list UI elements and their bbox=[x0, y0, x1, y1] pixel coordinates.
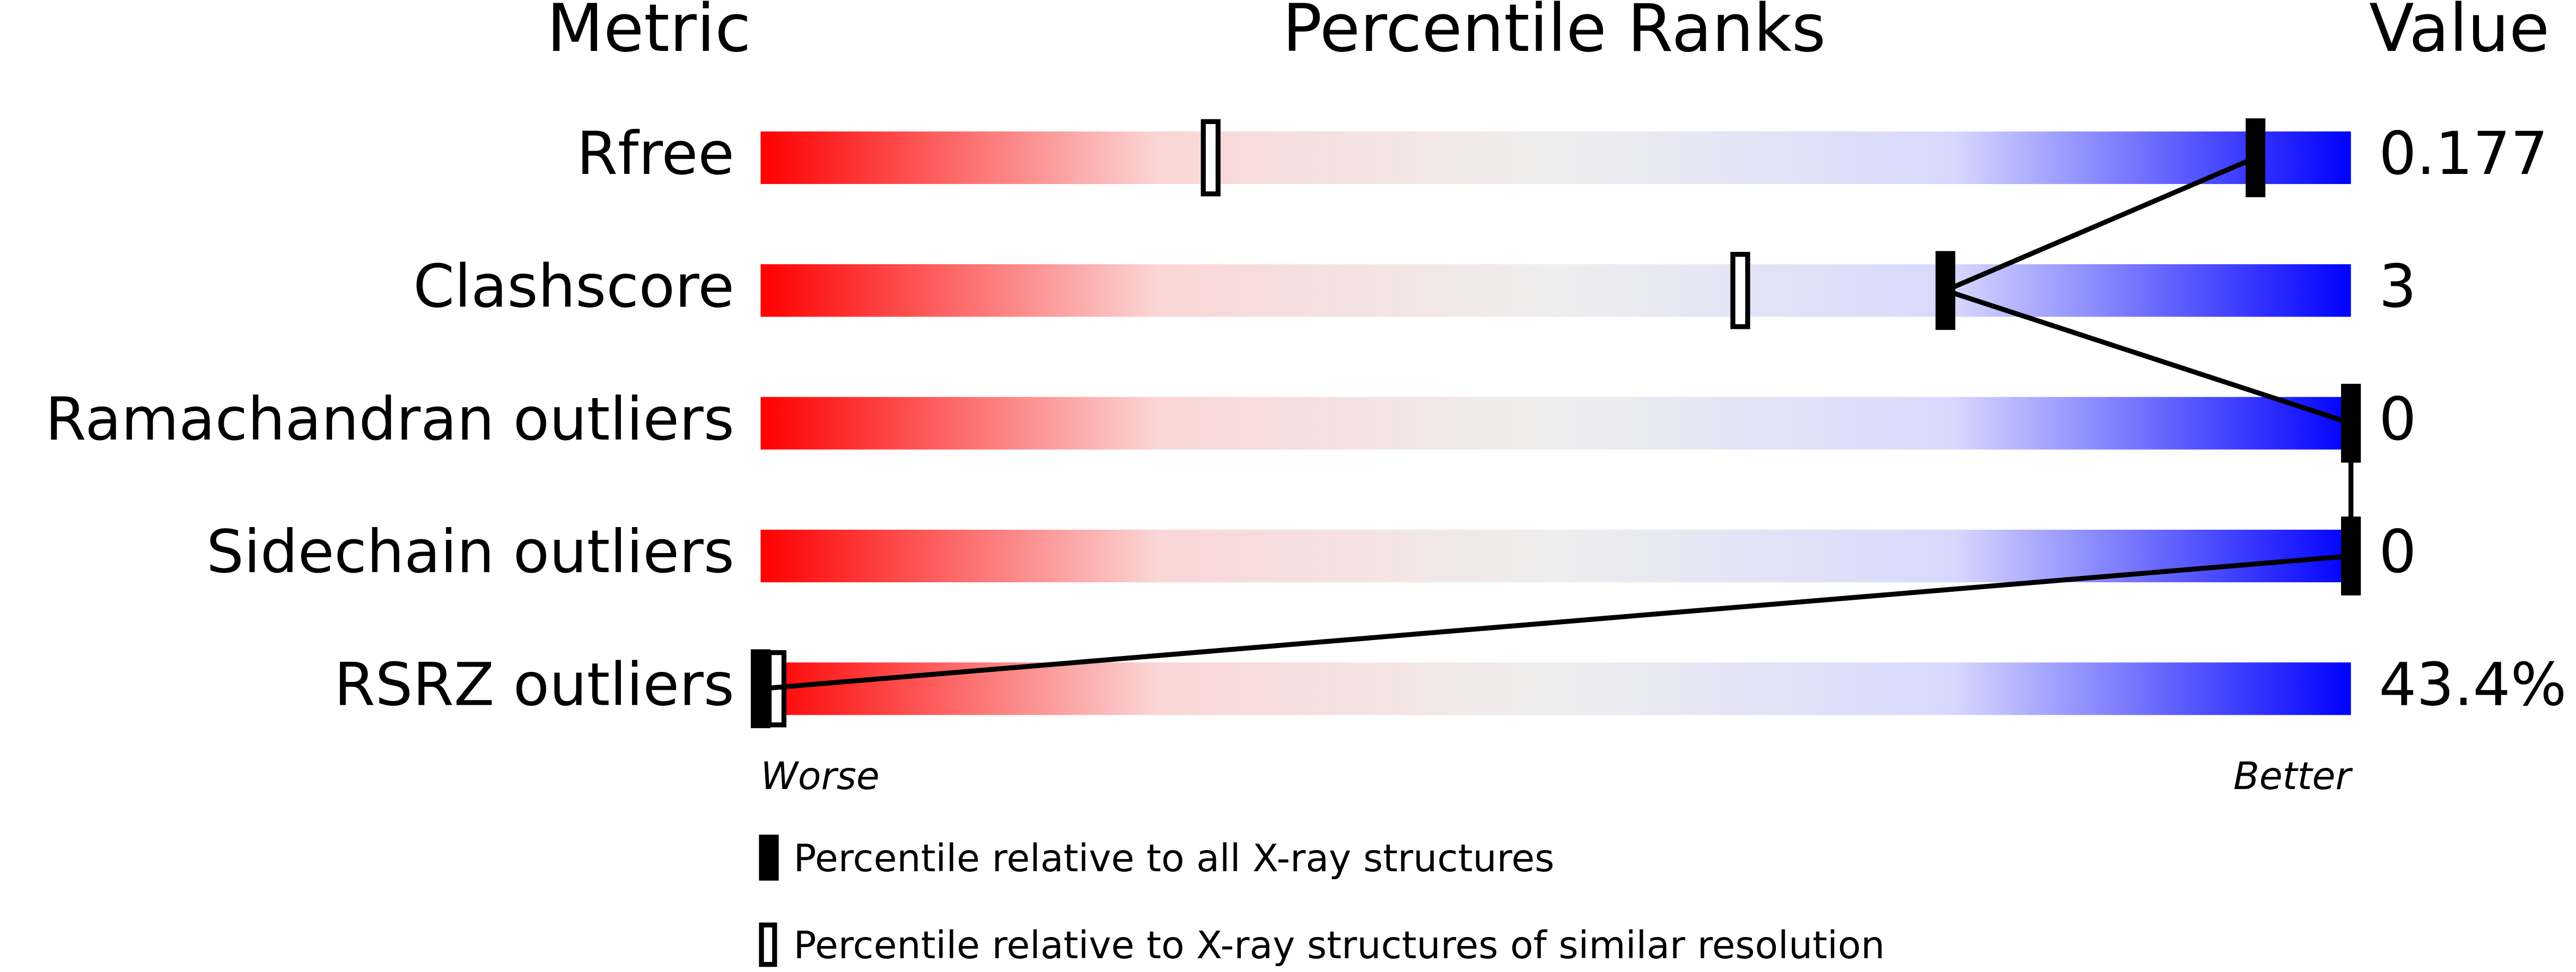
metric-label: Rfree bbox=[577, 119, 734, 188]
high-label: Better bbox=[2233, 754, 2353, 798]
all-marker bbox=[1935, 251, 1956, 330]
metric-value: 43.4% bbox=[2379, 651, 2566, 720]
metric-value: 0 bbox=[2379, 385, 2416, 454]
column-header: Value bbox=[2369, 0, 2549, 67]
all-marker bbox=[2341, 383, 2361, 463]
similar-marker bbox=[1201, 119, 1221, 197]
legend-label: Percentile relative to all X-ray structu… bbox=[793, 836, 1554, 880]
all-marker bbox=[750, 649, 771, 729]
gradient-bar bbox=[760, 529, 2351, 583]
similar-marker bbox=[1730, 252, 1750, 329]
low-label: Worse bbox=[760, 754, 879, 798]
column-header: Percentile Ranks bbox=[1282, 0, 1826, 67]
gradient-bar bbox=[760, 662, 2351, 715]
metric-label: Clashscore bbox=[413, 252, 734, 321]
metric-value: 3 bbox=[2379, 252, 2416, 321]
gradient-bar bbox=[760, 397, 2351, 450]
gradient-bar bbox=[760, 264, 2351, 317]
metric-label: RSRZ outliers bbox=[334, 651, 734, 720]
all-marker bbox=[2341, 516, 2361, 596]
metric-value: 0 bbox=[2379, 518, 2416, 586]
metric-value: 0.177 bbox=[2379, 119, 2548, 188]
gradient-bar bbox=[760, 131, 2351, 185]
all-marker bbox=[2246, 118, 2266, 197]
legend-swatch bbox=[759, 834, 779, 881]
legend-swatch bbox=[759, 922, 777, 967]
metric-label: Sidechain outliers bbox=[206, 518, 734, 586]
column-header: Metric bbox=[547, 0, 751, 67]
legend-label: Percentile relative to X-ray structures … bbox=[793, 923, 1885, 967]
metric-label: Ramachandran outliers bbox=[45, 385, 734, 454]
